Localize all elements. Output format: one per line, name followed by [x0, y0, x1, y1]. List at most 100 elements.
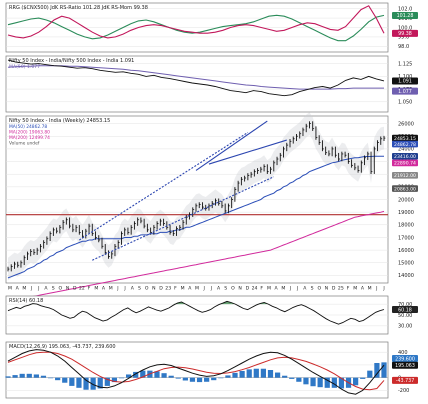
macd-histogram-bar	[133, 371, 139, 378]
price-x-tick-label: M	[281, 286, 285, 292]
macd-histogram-bar	[331, 377, 337, 388]
price-trendline	[208, 139, 287, 165]
price-x-tick-label: N	[325, 286, 328, 292]
macd-histogram-bar	[62, 377, 68, 383]
macd-histogram-bar	[246, 369, 252, 378]
price-x-tick-label: D	[332, 286, 336, 292]
rrg-series-rs-mom-line	[7, 5, 385, 39]
macd-histogram-bar	[381, 362, 387, 378]
price-y-tick-label: 19000	[398, 210, 414, 216]
price-x-tick-label: M	[368, 286, 372, 292]
ratio-current-tag	[392, 77, 418, 85]
price-x-tick-label: 22	[79, 286, 85, 292]
macd-current-tag-label: 195.063	[395, 363, 415, 369]
macd-histogram-bar	[282, 375, 288, 378]
price-x-tick-label: A	[275, 286, 279, 292]
macd-histogram-bar	[303, 377, 309, 385]
macd-histogram-bar	[289, 377, 295, 379]
price-x-tick-label: O	[145, 286, 149, 292]
price-legend-item: Volume undef	[9, 141, 40, 147]
price-y-tick-label: 16000	[398, 248, 414, 254]
macd-histogram-bar	[296, 377, 302, 382]
macd-histogram-bar	[40, 375, 47, 378]
price-x-tick-label: J	[123, 286, 125, 292]
price-x-tick-label: F	[347, 286, 350, 292]
macd-histogram-bar	[69, 377, 75, 386]
macd-y-tick-label: 400	[398, 350, 408, 356]
price-x-tick-label: J	[203, 286, 205, 292]
price-current-tag	[392, 152, 418, 160]
price-y-tick-label: 20000	[398, 197, 414, 203]
macd-histogram-bar	[47, 377, 54, 379]
price-current-tag-label: 20863.00	[394, 186, 416, 192]
price-x-tick-label: S	[311, 286, 314, 292]
macd-histogram-bar	[154, 371, 160, 378]
price-ma200-line	[7, 210, 385, 303]
price-x-tick-label: J	[289, 286, 291, 292]
ratio-y-tick-label: 1.125	[398, 61, 412, 67]
price-current-tag	[392, 140, 418, 148]
price-x-tick-label: A	[217, 286, 221, 292]
macd-histogram-bar	[310, 377, 316, 387]
price-x-tick-label: A	[16, 286, 20, 292]
price-y-tick-label: 15000	[398, 261, 414, 267]
rsi-y-tick-label: 30.00	[398, 324, 412, 330]
ratio-line	[7, 59, 385, 97]
macd-current-tag	[392, 361, 418, 369]
ratio-current-tag	[392, 87, 418, 95]
price-x-tick-label: J	[296, 286, 298, 292]
rrg-current-tag-label: 101.28	[397, 13, 414, 19]
macd-histogram-bar	[55, 377, 61, 381]
macd-histogram-bar	[5, 376, 11, 378]
price-x-tick-label: O	[59, 286, 63, 292]
price-legend-item: MA(50) 24862.78	[9, 124, 47, 130]
price-trendline	[195, 120, 268, 171]
rsi-y-tick-label: 50.00	[398, 313, 412, 319]
macd-histogram-bar	[33, 374, 39, 378]
rrg-current-tag-label: 99.38	[398, 31, 412, 37]
price-x-tick-label: D	[159, 286, 163, 292]
macd-histogram-bar	[367, 370, 373, 378]
ratio-y-tick-label: 1.050	[398, 100, 412, 106]
price-current-tag-label: 24862.78	[394, 142, 416, 148]
price-x-tick-label: S	[138, 286, 141, 292]
price-x-tick-label: O	[317, 286, 321, 292]
price-current-tag-label: 24853.15	[394, 136, 416, 142]
price-trendline	[79, 131, 249, 241]
rrg-current-tag	[392, 11, 418, 19]
macd-histogram-bar	[225, 375, 231, 378]
ratio-current-tag-label: 1.077	[398, 89, 412, 95]
price-x-tick-label: J	[116, 286, 118, 292]
price-trendline	[92, 176, 275, 261]
price-x-tick-label: A	[102, 286, 106, 292]
price-x-tick-label: 24	[252, 286, 258, 292]
macd-histogram-bar	[104, 377, 110, 386]
ratio-legend-ma50: MA(50) 1.077	[9, 64, 40, 70]
price-current-tag	[392, 159, 418, 167]
price-x-tick-label: M	[267, 286, 271, 292]
macd-histogram-bar	[196, 377, 203, 383]
macd-histogram-bar	[232, 372, 238, 378]
price-current-tag	[392, 134, 418, 142]
rsi-line	[7, 300, 385, 325]
price-x-tick-label: J	[210, 286, 212, 292]
macd-histogram-bar	[118, 377, 125, 379]
macd-histogram-bar	[260, 368, 267, 378]
price-x-tick-label: F	[88, 286, 91, 292]
macd-histogram-bar	[26, 373, 32, 378]
rsi-current-tag	[392, 305, 418, 313]
price-x-tick-label: S	[52, 286, 55, 292]
price-x-tick-label: D	[73, 286, 77, 292]
rrg-y-tick-label: 100.0	[398, 25, 412, 31]
macd-current-tag	[392, 355, 418, 363]
price-y-tick-label: 18000	[398, 223, 414, 229]
rrg-y-tick-label: 98.0	[398, 44, 409, 50]
macd-histogram-bar	[253, 368, 259, 378]
macd-histogram-bar	[83, 377, 89, 390]
price-ma50-line	[7, 155, 384, 279]
price-current-tag-label: 21912.00	[394, 173, 416, 179]
macd-histogram-bar	[182, 377, 188, 381]
price-x-tick-label: M	[181, 286, 185, 292]
